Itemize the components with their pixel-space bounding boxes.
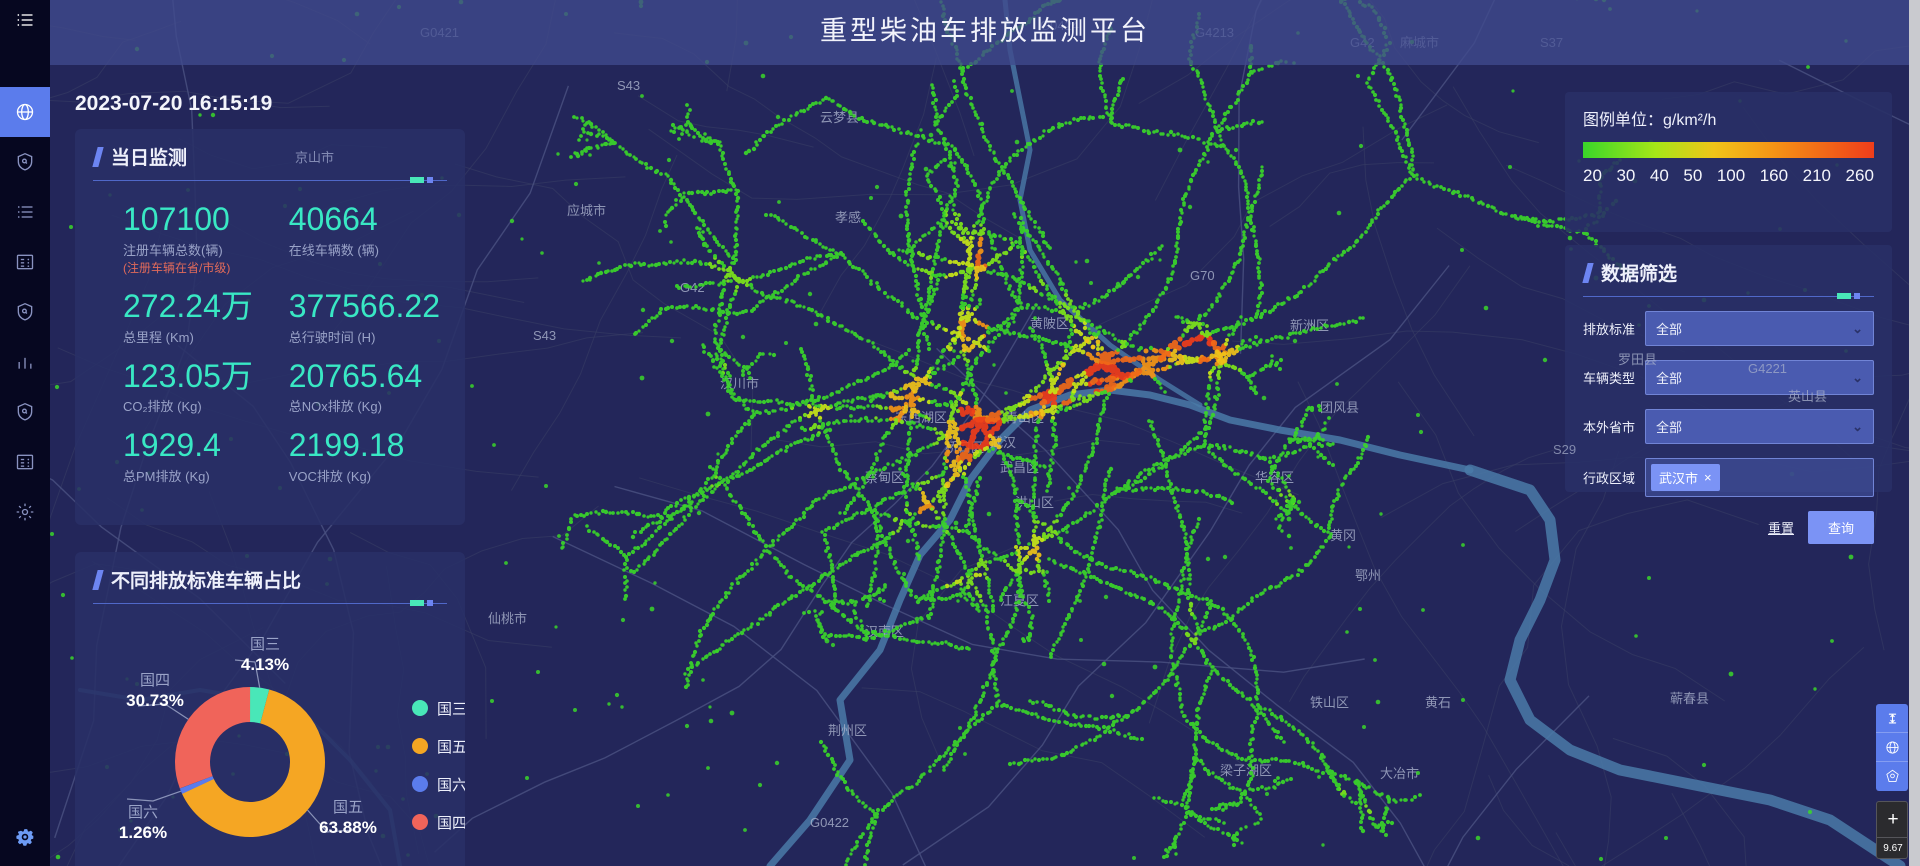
svg-text:孝感: 孝感 [835,210,861,225]
svg-text:蕲春县: 蕲春县 [1670,691,1709,706]
svg-text:铁山区: 铁山区 [1310,695,1349,710]
svg-text:黄石: 黄石 [1425,695,1451,710]
svg-text:G0422: G0422 [810,815,849,830]
svg-text:新洲区: 新洲区 [1290,318,1329,333]
svg-text:团风县: 团风县 [1320,400,1359,415]
svg-text:大冶市: 大冶市 [1380,766,1419,781]
svg-text:黄冈: 黄冈 [1330,528,1356,543]
svg-text:云梦县: 云梦县 [820,110,859,125]
svg-text:S43: S43 [533,328,556,343]
svg-text:应城市: 应城市 [567,203,606,218]
svg-text:G42: G42 [680,280,705,295]
svg-text:S43: S43 [617,78,640,93]
svg-text:鄂州: 鄂州 [1355,568,1381,583]
svg-text:荆州区: 荆州区 [828,723,867,738]
svg-text:仙桃市: 仙桃市 [488,611,527,626]
svg-text:G70: G70 [1190,268,1215,283]
svg-text:梁子湖区: 梁子湖区 [1220,763,1272,778]
